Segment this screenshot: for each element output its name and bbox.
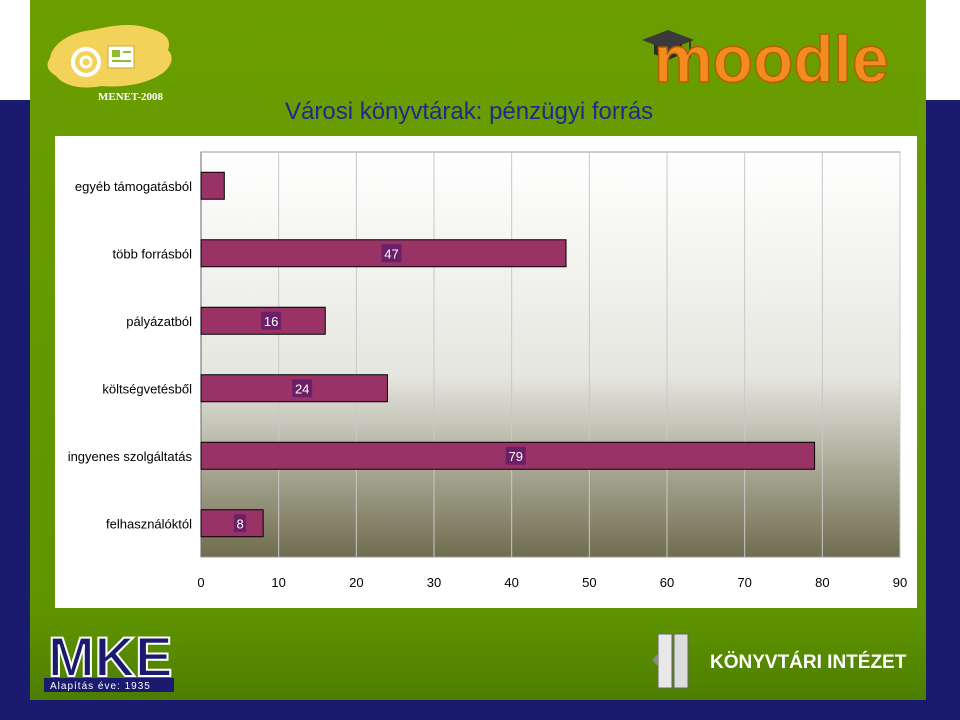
x-tick-labels: 0 10 20 30 40 50 60 70 80 90: [197, 575, 907, 590]
konyvtari-intezet-logo: KÖNYVTÁRI INTÉZET: [650, 630, 925, 697]
x-tick-label: 10: [271, 575, 285, 590]
data-labels: 47 16 24 79 8: [234, 244, 526, 533]
menet-logo-text: MENET-2008: [98, 91, 163, 103]
data-label: 47: [384, 246, 398, 261]
books-icon: [652, 633, 689, 689]
data-label-box: [381, 244, 402, 263]
konyvtari-intezet-text: KÖNYVTÁRI INTÉZET: [710, 651, 907, 673]
data-label-box: [505, 446, 526, 465]
category-label: költségvetésből: [102, 381, 192, 396]
menet-logo: MENET-2008: [40, 18, 180, 113]
graduation-cap-icon: [642, 30, 694, 60]
data-label: 24: [295, 381, 309, 396]
category-label: ingyenes szolgáltatás: [68, 449, 193, 464]
x-tick-label: 50: [582, 575, 596, 590]
category-label: egyéb támogatásból: [75, 179, 192, 194]
category-label: felhasználóktól: [106, 516, 192, 531]
mke-logo: MKE Alapítás éve: 1935: [44, 618, 179, 701]
x-tick-label: 30: [427, 575, 441, 590]
data-label: 16: [264, 314, 278, 329]
data-label-box: [234, 514, 247, 533]
data-label: 79: [509, 449, 523, 464]
data-label-box: [261, 311, 282, 330]
category-label: pályázatból: [126, 314, 192, 329]
x-tick-label: 80: [815, 575, 829, 590]
x-tick-label: 0: [197, 575, 204, 590]
x-tick-label: 40: [504, 575, 518, 590]
moodle-logo-text: moodle: [654, 22, 889, 88]
plot-area: [200, 151, 901, 558]
category-label: több forrásból: [113, 246, 193, 261]
bar: [200, 171, 225, 200]
bar: [200, 509, 264, 538]
x-tick-label: 70: [737, 575, 751, 590]
x-tick-label: 60: [660, 575, 674, 590]
data-label: 8: [236, 516, 243, 531]
grid-lines: [200, 152, 901, 557]
slide-title: Városi könyvtárak: pénzügyi forrás: [285, 98, 654, 125]
data-label-box: [292, 379, 313, 398]
mke-founding-text: Alapítás éve: 1935: [50, 681, 151, 692]
bottom-band: [30, 615, 926, 700]
hungary-map-icon: MENET-2008: [47, 24, 172, 103]
category-labels: egyéb támogatásból több forrásból pályázat…: [68, 179, 193, 532]
x-tick-label: 90: [893, 575, 907, 590]
x-tick-label: 20: [349, 575, 363, 590]
moodle-logo: moodle: [638, 18, 928, 97]
